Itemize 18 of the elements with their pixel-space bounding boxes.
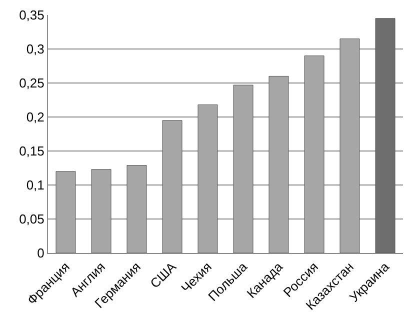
y-tick-label: 0,3 — [26, 42, 44, 57]
bar — [375, 18, 396, 253]
bar — [91, 169, 112, 253]
y-tick-label: 0,25 — [19, 76, 44, 91]
y-tick-label: 0,15 — [19, 144, 44, 159]
bar — [162, 120, 182, 253]
y-tick-label: 0,35 — [19, 8, 44, 23]
bar — [233, 84, 254, 253]
y-tick-label: 0 — [37, 246, 44, 261]
bar — [198, 104, 218, 253]
bar — [268, 76, 289, 253]
bar — [304, 56, 324, 253]
bar — [126, 165, 147, 253]
y-tick-label: 0,05 — [19, 212, 44, 227]
bar — [56, 171, 76, 253]
y-tick-label: 0,2 — [26, 110, 44, 125]
bar — [340, 38, 360, 253]
y-tick-label: 0,1 — [26, 178, 44, 193]
